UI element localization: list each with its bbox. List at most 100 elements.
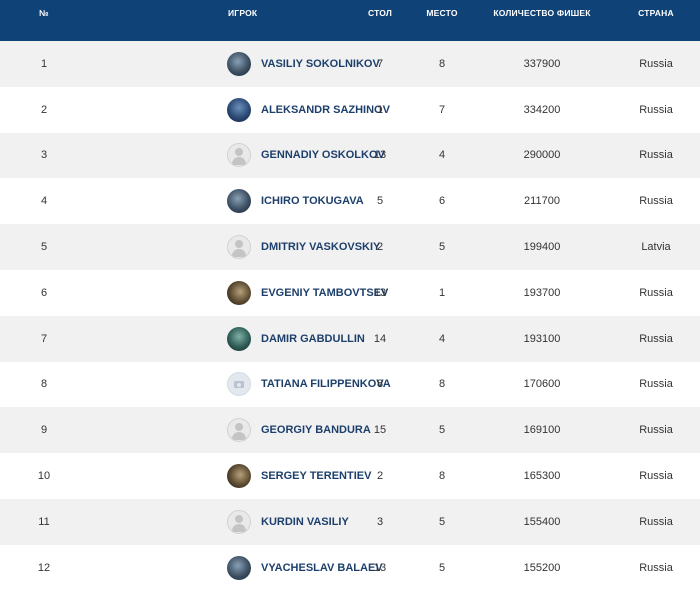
table-row: 1 VASILIY SOKOLNIKOV 7 8 337900 Russia	[0, 41, 700, 87]
country-cell: Russia	[639, 195, 673, 208]
table-row: 10 SERGEY TERENTIEV 2 8 165300 Russia	[0, 453, 700, 499]
player-name[interactable]: TATIANA FILIPPENKOVA	[261, 378, 391, 391]
player-name[interactable]: ICHIRO TOKUGAVA	[261, 195, 364, 208]
player-link[interactable]: KURDIN VASILIY	[227, 509, 349, 534]
player-cell: ALEKSANDR SAZHINOV	[88, 87, 390, 133]
country-cell: Russia	[639, 424, 673, 437]
photo-avatar-icon	[227, 464, 251, 489]
country-cell: Russia	[639, 470, 673, 483]
table-number-cell: 2	[376, 241, 384, 254]
player-name[interactable]: DMITRIY VASKOVSKIY	[261, 241, 381, 254]
player-link[interactable]: DMITRIY VASKOVSKIY	[227, 235, 380, 260]
seat-cell: 4	[438, 149, 446, 162]
seat-cell: 6	[438, 195, 446, 208]
table-number-cell: 7	[376, 57, 384, 70]
chip-count-cell: 193100	[523, 332, 561, 345]
column-header-seat: МЕСТО	[426, 8, 458, 18]
country-cell: Russia	[639, 103, 673, 116]
seat-cell: 5	[438, 515, 446, 528]
country-cell: Russia	[639, 332, 673, 345]
chip-count-cell: 334200	[523, 103, 561, 116]
rank-cell: 12	[37, 561, 51, 574]
player-link[interactable]: GEORGIY BANDURA	[227, 418, 371, 443]
default-avatar-icon	[227, 143, 251, 168]
player-name[interactable]: KURDIN VASILIY	[261, 515, 349, 528]
rank-cell: 9	[40, 424, 48, 437]
table-number-cell: 1	[376, 103, 384, 116]
rank-cell: 5	[40, 241, 48, 254]
chip-count-cell: 155200	[523, 561, 561, 574]
column-header-chips: КОЛИЧЕСТВО ФИШЕК	[493, 8, 591, 18]
player-name[interactable]: DAMIR GABDULLIN	[261, 332, 365, 345]
player-link[interactable]: VASILIY SOKOLNIKOV	[227, 51, 380, 76]
chip-count-cell: 169100	[523, 424, 561, 437]
country-cell: Russia	[639, 57, 673, 70]
player-link[interactable]: ALEKSANDR SAZHINOV	[227, 97, 390, 122]
player-link[interactable]: VYACHESLAV BALAEV	[227, 555, 383, 580]
default-avatar-icon	[227, 235, 251, 260]
rank-cell: 4	[40, 195, 48, 208]
player-cell: VYACHESLAV BALAEV	[88, 545, 383, 591]
chip-count-cell: 199400	[523, 241, 561, 254]
player-cell: TATIANA FILIPPENKOVA	[88, 362, 391, 408]
camera-avatar-icon	[227, 372, 251, 397]
seat-cell: 5	[438, 561, 446, 574]
chip-count-cell: 155400	[523, 515, 561, 528]
default-avatar-icon	[227, 509, 251, 534]
player-link[interactable]: SERGEY TERENTIEV	[227, 464, 371, 489]
table-row: 5 DMITRIY VASKOVSKIY 2 5 199400 Latvia	[0, 224, 700, 270]
player-link[interactable]: ICHIRO TOKUGAVA	[227, 189, 364, 214]
chip-count-cell: 290000	[523, 149, 561, 162]
table-number-cell: 2	[376, 470, 384, 483]
column-header-table: СТОЛ	[367, 8, 393, 18]
table-row: 8 TATIANA FILIPPENKOVA 8 8 170600 Russia	[0, 361, 700, 408]
player-name[interactable]: GEORGIY BANDURA	[261, 424, 371, 437]
country-cell: Russia	[639, 149, 673, 162]
table-number-cell: 3	[376, 515, 384, 528]
rank-cell: 1	[40, 57, 48, 70]
seat-cell: 8	[438, 57, 446, 70]
table-row: 11 KURDIN VASILIY 3 5 155400 Russia	[0, 498, 700, 545]
photo-avatar-icon	[227, 97, 251, 122]
seat-cell: 8	[438, 378, 446, 391]
player-cell: SERGEY TERENTIEV	[88, 453, 371, 499]
seat-cell: 5	[438, 424, 446, 437]
table-row: 12 VYACHESLAV BALAEV 13 5 155200 Russia	[0, 544, 700, 591]
table-row: 6 EVGENIY TAMBOVTSEV 13 1 193700 Russia	[0, 269, 700, 316]
player-link[interactable]: EVGENIY TAMBOVTSEV	[227, 280, 388, 305]
player-cell: EVGENIY TAMBOVTSEV	[88, 270, 388, 316]
player-link[interactable]: TATIANA FILIPPENKOVA	[227, 372, 391, 397]
rank-cell: 11	[38, 515, 50, 528]
seat-cell: 8	[438, 470, 446, 483]
player-cell: KURDIN VASILIY	[88, 499, 349, 545]
country-cell: Latvia	[641, 241, 671, 254]
table-number-cell: 13	[373, 561, 387, 574]
column-header-country: СТРАНА	[638, 8, 674, 18]
table-number-cell: 13	[373, 149, 387, 162]
table-number-cell: 15	[373, 424, 387, 437]
chip-count-cell: 165300	[523, 470, 561, 483]
chip-count-cell: 211700	[524, 195, 560, 208]
table-number-cell: 8	[376, 378, 384, 391]
player-name[interactable]: VASILIY SOKOLNIKOV	[261, 57, 380, 70]
chip-count-cell: 337900	[523, 57, 561, 70]
player-cell: GENNADIY OSKOLKOV	[88, 133, 385, 179]
default-avatar-icon	[227, 418, 251, 443]
column-header-num: №	[39, 8, 49, 18]
player-link[interactable]: DAMIR GABDULLIN	[227, 326, 365, 351]
player-link[interactable]: GENNADIY OSKOLKOV	[227, 143, 385, 168]
table-row: 7 DAMIR GABDULLIN 14 4 193100 Russia	[0, 315, 700, 362]
photo-avatar-icon	[227, 555, 251, 580]
seat-cell: 4	[438, 332, 446, 345]
table-row: 9 GEORGIY BANDURA 15 5 169100 Russia	[0, 407, 700, 454]
player-name[interactable]: EVGENIY TAMBOVTSEV	[261, 286, 389, 299]
chip-count-cell: 170600	[523, 378, 561, 391]
rank-cell: 2	[40, 103, 48, 116]
seat-cell: 1	[438, 286, 446, 299]
player-cell: GEORGIY BANDURA	[88, 407, 371, 453]
player-name[interactable]: GENNADIY OSKOLKOV	[261, 149, 385, 162]
player-name[interactable]: ALEKSANDR SAZHINOV	[261, 103, 390, 116]
player-name[interactable]: VYACHESLAV BALAEV	[261, 561, 383, 574]
player-name[interactable]: SERGEY TERENTIEV	[261, 470, 372, 483]
